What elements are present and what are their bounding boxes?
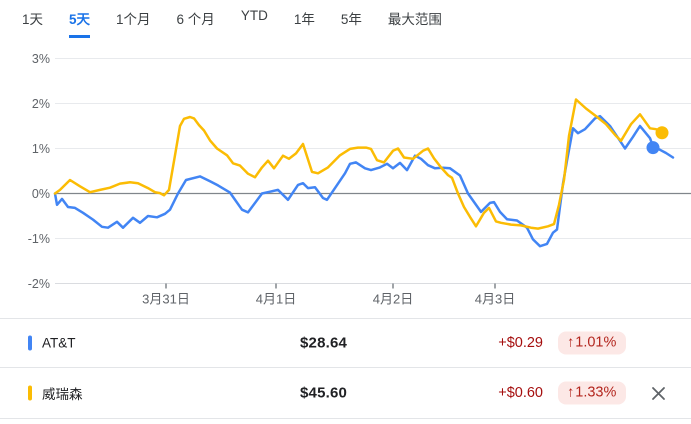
y-axis-label: -2% [28,277,50,291]
x-axis-label: 4月1日 [256,292,296,307]
series-color-marker-att [28,335,32,351]
up-arrow-icon: ↑ [567,384,575,401]
y-axis-label: 3% [32,52,50,66]
stock-name: 威瑞森 [42,387,83,402]
quote-row-att[interactable]: AT&T $28.64 +$0.29 ↑ 1.01% [0,318,691,367]
price-chart-canvas[interactable]: 3% 2% 1% 0% -1% -2% 3月31日 4月1日 4月2日 4月3日 [0,32,691,317]
x-axis-label: 4月2日 [373,292,413,307]
tab-1d[interactable]: 1天 [22,8,43,38]
price-chart[interactable]: 3% 2% 1% 0% -1% -2% 3月31日 4月1日 4月2日 4月3日 [0,32,691,317]
percent-change-badge: ↑ 1.01% [558,331,627,355]
tab-5y[interactable]: 5年 [341,8,362,38]
tab-6m[interactable]: 6 个月 [177,8,215,38]
series-line-verizon [53,98,664,230]
tab-max[interactable]: 最大范围 [388,8,442,38]
time-range-tabs: 1天 5天 1个月 6 个月 YTD 1年 5年 最大范围 [0,0,691,38]
up-arrow-icon: ↑ [567,334,575,351]
y-axis-label: -1% [28,232,50,246]
tab-5d[interactable]: 5天 [69,8,91,38]
tab-ytd[interactable]: YTD [241,8,268,33]
close-icon [651,386,665,400]
y-axis-label: 1% [32,142,50,156]
remove-series-button[interactable] [647,382,669,404]
x-axis-label: 3月31日 [142,292,190,307]
quote-list: AT&T $28.64 +$0.29 ↑ 1.01% 威瑞森 $45.60 +$0… [0,318,691,419]
stock-price: $45.60 [300,384,348,402]
x-axis-label: 4月3日 [475,292,515,307]
series-color-marker-verizon [28,385,32,401]
tab-1y[interactable]: 1年 [294,8,315,38]
y-axis-label: 2% [32,97,50,111]
y-axis-label: 0% [32,187,50,201]
quote-row-verizon[interactable]: 威瑞森 $45.60 +$0.60 ↑ 1.33% [0,367,691,419]
percent-change-value: 1.33% [575,384,617,401]
stock-price: $28.64 [300,334,348,352]
series-line-att [53,114,675,248]
latest-point-dot-verizon [655,126,669,140]
price-change: +$0.60 [498,385,543,401]
latest-point-dot-att [646,141,660,155]
price-change: +$0.29 [498,335,543,351]
percent-change-value: 1.01% [575,334,617,351]
stock-name: AT&T [42,335,76,351]
tab-1m[interactable]: 1个月 [116,8,151,38]
percent-change-badge: ↑ 1.33% [558,381,627,405]
